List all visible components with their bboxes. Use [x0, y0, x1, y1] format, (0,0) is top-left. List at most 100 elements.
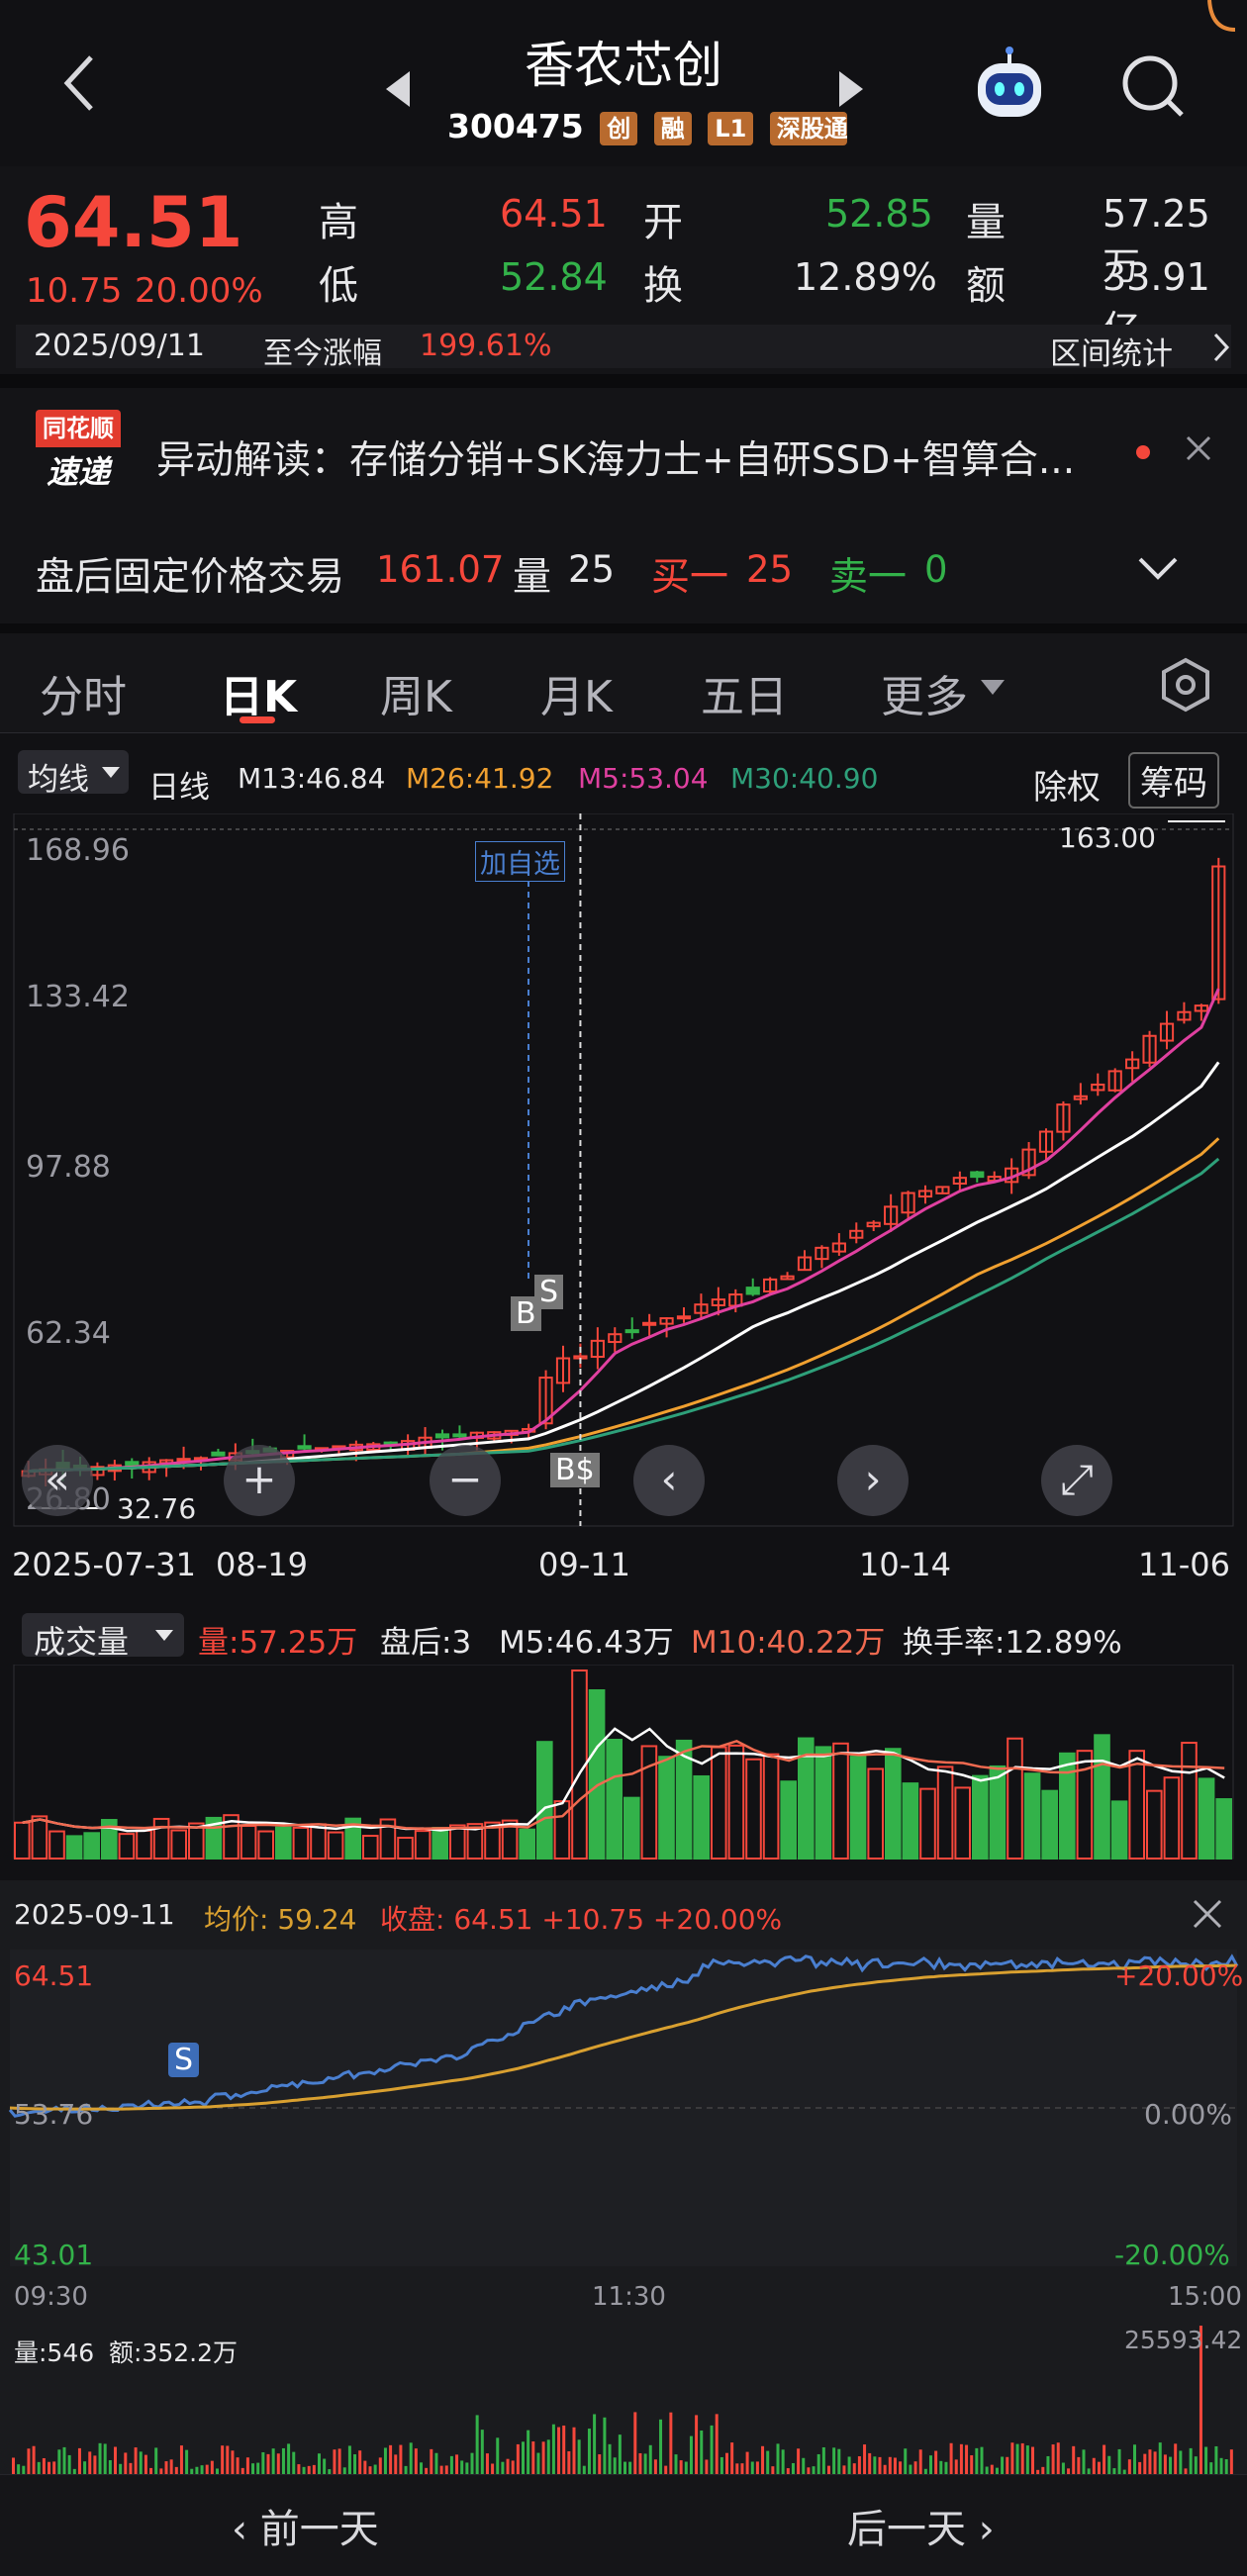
- tab-monthly-k[interactable]: 月K: [540, 672, 613, 722]
- unread-dot-icon: [1136, 445, 1150, 459]
- intraday-vol-bar: [873, 2456, 877, 2474]
- divider: [0, 623, 1247, 633]
- intraday-vol-bar: [129, 2462, 133, 2474]
- tab-intraday[interactable]: 分时: [40, 672, 127, 722]
- candle-body: [797, 1256, 813, 1272]
- volume-svg[interactable]: [0, 1664, 1247, 1862]
- chevron-right-icon[interactable]: [1211, 331, 1231, 368]
- intraday-vol-bar: [394, 2454, 398, 2474]
- intraday-vol-bar: [1219, 2457, 1223, 2474]
- close-icon[interactable]: [1192, 1898, 1223, 1934]
- tab-more[interactable]: 更多: [881, 672, 968, 722]
- volume-ma10-line: [22, 1740, 1225, 1830]
- intraday-mid-pct: 0.00%: [1144, 2098, 1232, 2131]
- ex-right-button[interactable]: 除权: [1033, 768, 1101, 808]
- search-icon[interactable]: [1118, 51, 1188, 125]
- intraday-vol-bar: [42, 2457, 46, 2474]
- ma-select-label: 均线: [28, 762, 89, 798]
- intraday-vol-bar: [67, 2454, 71, 2474]
- zoom-first-icon[interactable]: «: [22, 1445, 93, 1516]
- fullscreen-icon[interactable]: ⤢: [1041, 1445, 1112, 1516]
- chips-button[interactable]: 筹码: [1128, 752, 1219, 809]
- tab-five-day[interactable]: 五日: [701, 672, 788, 722]
- intraday-vol-bar: [179, 2445, 183, 2474]
- news-bar[interactable]: 同花顺 速递 异动解读：存储分销+SK海力士+自研SSD+智算合...: [0, 388, 1247, 515]
- intraday-vol-bar: [1194, 2456, 1198, 2474]
- volume-bar: [606, 1739, 624, 1860]
- candle-body: [659, 1317, 674, 1325]
- intraday-svg[interactable]: [0, 1950, 1247, 2474]
- volume-chart[interactable]: [0, 1664, 1247, 1862]
- intraday-vol-bar: [832, 2447, 836, 2474]
- intraday-vol-bar: [965, 2444, 969, 2474]
- intraday-vol-bar: [88, 2451, 92, 2474]
- intraday-bottom-pct: -20.00%: [1114, 2239, 1230, 2271]
- low-mark-label: 32.76: [117, 1492, 197, 1525]
- volume-bar: [624, 1796, 640, 1860]
- intraday-vol-bar: [816, 2453, 820, 2474]
- intraday-vol-bar: [546, 2439, 550, 2474]
- next-day-button[interactable]: 后一天 ›: [847, 2497, 995, 2554]
- intraday-vol-bar: [240, 2467, 244, 2474]
- intraday-vol-bar: [470, 2452, 474, 2474]
- prev-day-button[interactable]: ‹ 前一天: [232, 2497, 379, 2554]
- news-text[interactable]: 异动解读：存储分销+SK海力士+自研SSD+智算合...: [156, 438, 1076, 483]
- close-icon[interactable]: [1184, 433, 1213, 467]
- scroll-left-icon[interactable]: ‹: [633, 1445, 705, 1516]
- price-change: 10.75: [26, 271, 123, 311]
- volume-bar: [14, 1821, 31, 1860]
- volume-select[interactable]: 成交量: [22, 1613, 184, 1661]
- open-value: 52.85: [825, 192, 933, 236]
- ma-bar: 均线: [0, 734, 1247, 813]
- ma-select[interactable]: 均线: [18, 750, 129, 798]
- prev-stock-icon[interactable]: [384, 69, 414, 113]
- range-stats-button[interactable]: 区间统计: [1050, 336, 1173, 372]
- tab-daily-k[interactable]: 日K: [220, 672, 298, 722]
- volume-bar: [101, 1819, 118, 1860]
- candle-body: [694, 1303, 709, 1314]
- tab-weekly-k[interactable]: 周K: [380, 672, 452, 722]
- intraday-vol-bar: [328, 2469, 332, 2474]
- intraday-vol-bar: [913, 2461, 917, 2474]
- kline-svg[interactable]: [0, 812, 1247, 1546]
- candle-body: [1142, 1034, 1157, 1064]
- intraday-vol-bar: [868, 2452, 872, 2474]
- volume-select-label: 成交量: [34, 1623, 130, 1661]
- intraday-vol-bar: [842, 2465, 846, 2474]
- intraday-vol-bar: [531, 2441, 535, 2474]
- intraday-vol-bar: [1077, 2456, 1081, 2474]
- intraday-vol-bar: [185, 2449, 189, 2474]
- buy-one-label: 买一: [651, 555, 729, 600]
- volume-value: 57.25万: [1103, 192, 1210, 288]
- zoom-out-icon[interactable]: −: [430, 1445, 501, 1516]
- intraday-vol-bar: [190, 2468, 194, 2474]
- intraday-top-pct: +20.00%: [1114, 1959, 1244, 1992]
- next-stock-icon[interactable]: [835, 69, 865, 113]
- scroll-right-icon[interactable]: ›: [837, 1445, 909, 1516]
- intraday-vol-bar: [837, 2448, 841, 2474]
- x-label-1: 2025-07-31: [12, 1546, 196, 1583]
- intraday-vol-bar: [22, 2465, 26, 2474]
- intraday-vol-bar: [551, 2424, 555, 2474]
- candle-body: [935, 1186, 950, 1194]
- sell-marker: S: [534, 1275, 564, 1309]
- volume-bar: [780, 1780, 798, 1860]
- chevron-down-icon[interactable]: [1138, 556, 1178, 586]
- quote-panel: 64.51 10.75 20.00% 高 64.51 开 52.85 量 57.…: [0, 166, 1247, 374]
- after-hours-row[interactable]: 盘后固定价格交易 161.07 量 25 买一 25 卖一 0: [0, 515, 1247, 623]
- intraday-vol-bar: [48, 2461, 51, 2474]
- settings-hexagon-icon[interactable]: [1158, 657, 1213, 716]
- add-favorite-button[interactable]: 加自选: [475, 841, 565, 882]
- intraday-vol-bar: [475, 2415, 479, 2474]
- intraday-vol-bar: [164, 2461, 168, 2474]
- candle-body: [676, 1315, 692, 1320]
- volume-bar: [798, 1737, 815, 1860]
- kline-chart[interactable]: 168.96 133.42 97.88 62.34 26.80 163.00 3…: [0, 812, 1247, 1583]
- back-icon[interactable]: [59, 51, 99, 119]
- zoom-in-icon[interactable]: +: [224, 1445, 295, 1516]
- ma5-line: [28, 988, 1220, 1474]
- robot-assistant-icon[interactable]: [968, 46, 1051, 129]
- volume-bar: [885, 1748, 902, 1860]
- caret-down-icon[interactable]: [980, 679, 1006, 701]
- intraday-vol-bar: [154, 2447, 158, 2474]
